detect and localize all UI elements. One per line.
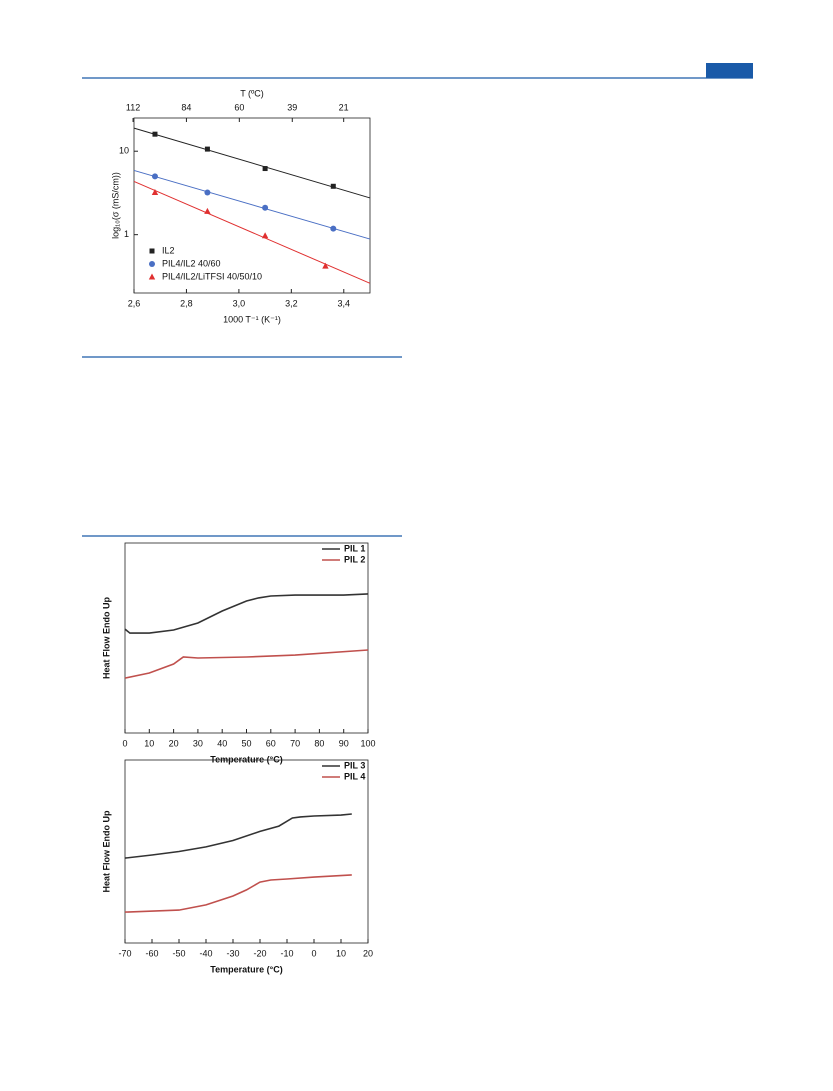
y-tick-label: 1 (124, 229, 129, 239)
x-tick-label: -20 (253, 948, 266, 958)
plot-frame (124, 542, 369, 734)
x-tick-label: 80 (314, 738, 324, 748)
x-tick-label: -70 (118, 948, 131, 958)
legend-label: PIL 1 (344, 543, 365, 553)
marker (151, 173, 158, 180)
x-tick-label: -60 (145, 948, 158, 958)
x-tick-label: 60 (266, 738, 276, 748)
fit-line (133, 180, 371, 284)
x-tick-label: 70 (290, 738, 300, 748)
x2-tick-label: 21 (339, 102, 349, 112)
plot-frame (133, 117, 371, 294)
x2-axis-label: T (ºC) (240, 88, 264, 98)
marker (261, 232, 269, 239)
x-tick-label: 10 (144, 738, 154, 748)
legend-label: PIL4/IL2/LiTFSI 40/50/10 (162, 271, 262, 281)
x-tick-label: -10 (280, 948, 293, 958)
x-tick-label: 90 (339, 738, 349, 748)
legend-label: IL2 (162, 245, 175, 255)
x-tick-label: 50 (241, 738, 251, 748)
legend-label: PIL 2 (344, 554, 365, 564)
marker (330, 183, 336, 189)
series-line (124, 813, 352, 859)
x-tick-label: 3,0 (233, 298, 246, 308)
legend-label: PIL 3 (344, 760, 365, 770)
marker (330, 225, 337, 232)
x2-tick-label: 84 (181, 102, 191, 112)
legend-marker (148, 273, 156, 280)
x-tick-label: -30 (226, 948, 239, 958)
y-axis-label: Heat Flow Endo Up (101, 597, 111, 680)
x-axis-label: Temperature (°C) (210, 754, 282, 764)
y-axis-label: log₁₀(σ (mS/cm)) (110, 172, 120, 239)
legend-marker (149, 248, 155, 254)
x-tick-label: 3,4 (338, 298, 351, 308)
x-tick-label: 100 (360, 738, 375, 748)
marker (204, 146, 210, 152)
series-line (124, 874, 352, 913)
x2-tick-label: 60 (234, 102, 244, 112)
fit-line (133, 127, 371, 199)
marker (322, 262, 329, 269)
x2-tick-label: 112 (126, 102, 140, 112)
x2-tick-label: 39 (287, 102, 297, 112)
plot-frame (124, 759, 369, 944)
legend-label: PIL 4 (344, 771, 365, 781)
x-axis-label: Temperature (°C) (210, 964, 282, 974)
y-tick-label: 10 (119, 146, 129, 156)
x-tick-label: -50 (172, 948, 185, 958)
x-tick-label: 40 (217, 738, 227, 748)
marker (204, 189, 211, 196)
series-line (124, 593, 369, 634)
legend-marker (149, 261, 155, 267)
series-line (124, 649, 369, 679)
marker (204, 207, 211, 214)
marker (151, 189, 159, 196)
x-tick-label: 10 (336, 948, 346, 958)
x-tick-label: -40 (199, 948, 212, 958)
x-tick-label: 20 (169, 738, 179, 748)
x-tick-label: 3,2 (285, 298, 298, 308)
marker (262, 204, 269, 211)
y-axis-label: Heat Flow Endo Up (101, 810, 111, 893)
x-tick-label: 0 (311, 948, 316, 958)
x-tick-label: 20 (363, 948, 373, 958)
marker (262, 166, 268, 172)
x-tick-label: 2,6 (128, 298, 141, 308)
x-tick-label: 0 (122, 738, 127, 748)
legend-label: PIL4/IL2 40/60 (162, 258, 221, 268)
header-tab (706, 63, 753, 78)
x-axis-label: 1000 T⁻¹ (K⁻¹) (223, 314, 281, 324)
marker (152, 131, 158, 137)
x-tick-label: 30 (193, 738, 203, 748)
x-tick-label: 2,8 (180, 298, 193, 308)
